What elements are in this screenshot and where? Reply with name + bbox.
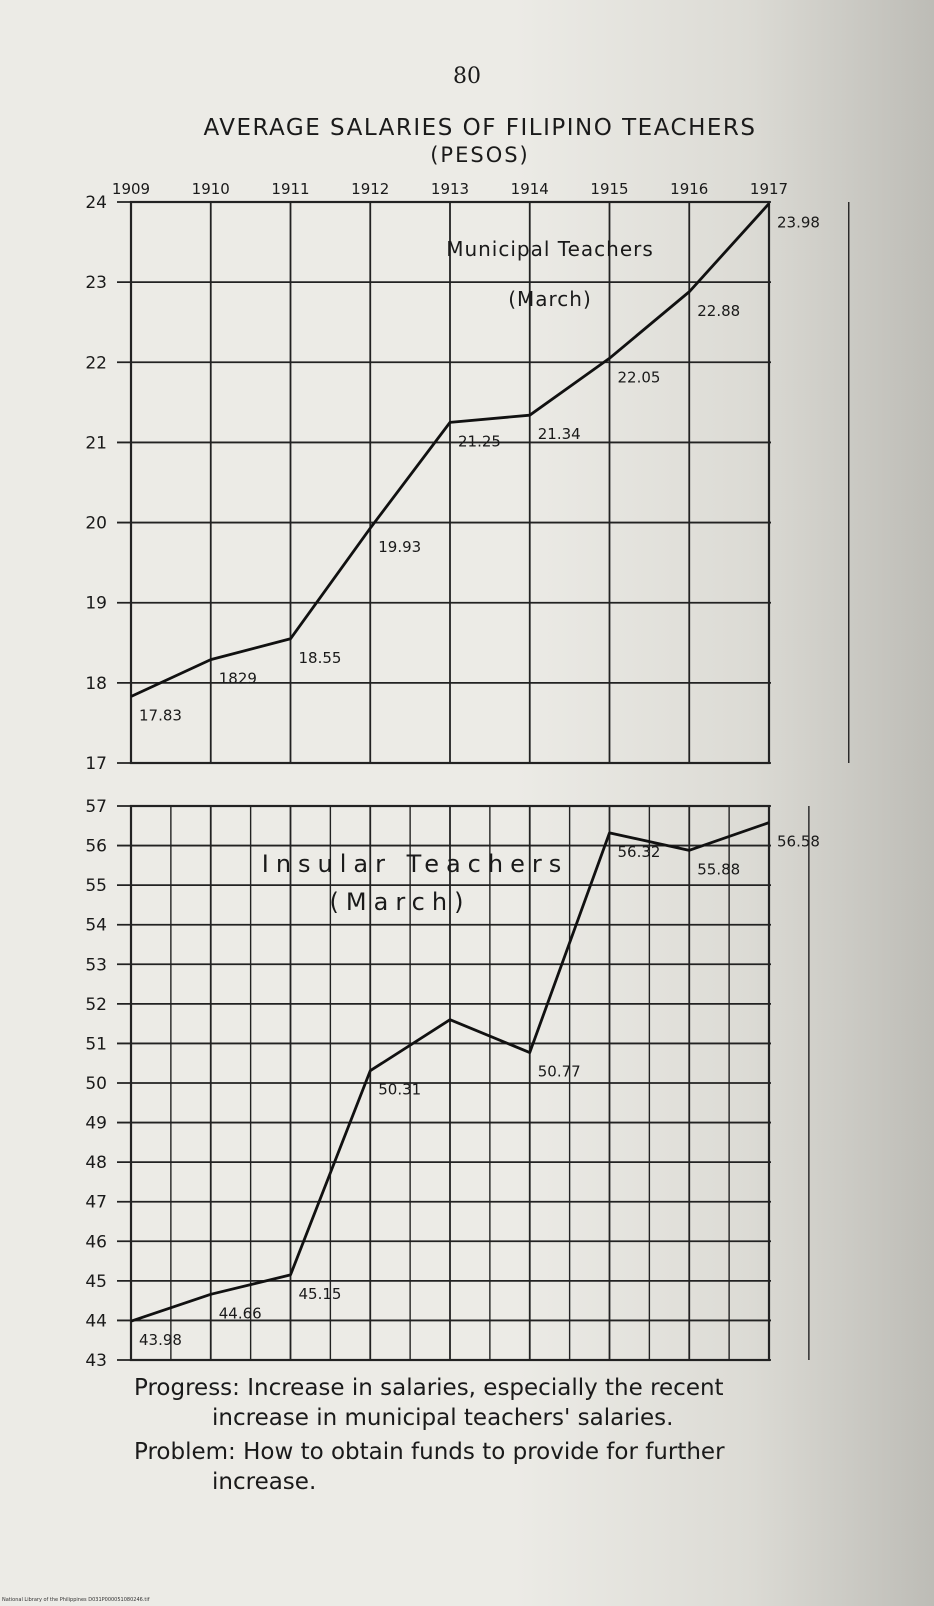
y-tick-label: 50 xyxy=(85,1074,107,1094)
y-tick-label: 56 xyxy=(85,837,107,857)
y-tick-label: 53 xyxy=(85,955,107,975)
data-label: 21.25 xyxy=(458,432,501,450)
y-tick-label: 46 xyxy=(85,1232,107,1252)
x-tick-label: 1917 xyxy=(750,180,788,198)
y-tick-label: 23 xyxy=(85,273,107,293)
x-tick-label: 1909 xyxy=(112,180,150,198)
y-tick-label: 57 xyxy=(85,797,107,817)
data-label: 50.77 xyxy=(538,1063,581,1081)
y-tick-label: 54 xyxy=(85,916,107,936)
x-tick-label: 1914 xyxy=(511,180,549,198)
y-tick-label: 49 xyxy=(85,1114,107,1134)
x-tick-label: 1915 xyxy=(590,180,628,198)
series-line xyxy=(130,821,770,1323)
progress-note-line1: Progress: Increase in salaries, especial… xyxy=(134,1375,724,1401)
data-label: 45.15 xyxy=(299,1285,342,1303)
series-line xyxy=(130,202,771,698)
y-tick-label: 19 xyxy=(85,594,107,614)
data-label: 50.31 xyxy=(378,1081,421,1099)
y-tick-label: 17 xyxy=(85,754,107,774)
y-tick-label: 22 xyxy=(85,353,107,373)
x-tick-label: 1912 xyxy=(351,180,389,198)
data-label: 44.66 xyxy=(219,1304,262,1322)
municipal-teachers-chart: 17 18 19 20 21 22 23 24 1909 1910 1911 1912 1913 1914… xyxy=(85,180,850,774)
data-label: 18.55 xyxy=(299,649,342,667)
problem-note: Problem: How to obtain funds to provide … xyxy=(134,1437,874,1497)
y-tick-label: 43 xyxy=(85,1351,107,1371)
data-label: 17.83 xyxy=(139,706,182,724)
insular-teachers-chart: 43 44 45 46 47 48 49 50 51 52 53 54 55 56 57 43.98 44.66… xyxy=(85,797,820,1371)
data-label: 56.58 xyxy=(777,833,820,851)
x-tick-label: 1913 xyxy=(431,180,469,198)
y-tick-label: 20 xyxy=(85,514,107,534)
data-label: 22.88 xyxy=(697,302,740,320)
data-label: 56.32 xyxy=(618,843,661,861)
data-label: 55.88 xyxy=(697,860,740,878)
panel-title: Insular Teachers xyxy=(262,850,568,878)
panel-subtitle: (March) xyxy=(330,888,471,916)
chart-subtitle: (PESOS) xyxy=(430,143,530,167)
x-tick-label: 1911 xyxy=(271,180,309,198)
y-tick-label: 55 xyxy=(85,876,107,896)
panel-title: Municipal Teachers xyxy=(446,237,654,261)
y-tick-label: 24 xyxy=(85,193,107,213)
problem-note-line1: Problem: How to obtain funds to provide … xyxy=(134,1439,725,1465)
data-label: 21.34 xyxy=(538,425,581,443)
footer-credit: National Library of the Philippines D031… xyxy=(2,1597,150,1603)
data-label: 22.05 xyxy=(618,368,661,386)
data-label: 43.98 xyxy=(139,1331,182,1349)
y-tick-label: 51 xyxy=(85,1034,107,1054)
y-tick-label: 45 xyxy=(85,1272,107,1292)
data-label: 1829 xyxy=(219,670,257,688)
panel-subtitle: (March) xyxy=(508,287,592,311)
y-tick-label: 52 xyxy=(85,995,107,1015)
progress-note: Progress: Increase in salaries, especial… xyxy=(134,1373,854,1433)
y-tick-label: 44 xyxy=(85,1311,107,1331)
progress-note-line2: increase in municipal teachers' salaries… xyxy=(212,1405,674,1431)
data-label: 19.93 xyxy=(378,538,421,556)
x-tick-label: 1910 xyxy=(192,180,230,198)
y-tick-label: 48 xyxy=(85,1153,107,1173)
problem-note-line2: increase. xyxy=(212,1469,317,1495)
x-tick-label: 1916 xyxy=(670,180,708,198)
data-label: 23.98 xyxy=(777,214,820,232)
page-number: 80 xyxy=(453,64,481,89)
chart-title: AVERAGE SALARIES OF FILIPINO TEACHERS xyxy=(203,115,757,141)
y-tick-label: 21 xyxy=(85,433,107,453)
y-tick-label: 47 xyxy=(85,1193,107,1213)
y-tick-label: 18 xyxy=(85,674,107,694)
